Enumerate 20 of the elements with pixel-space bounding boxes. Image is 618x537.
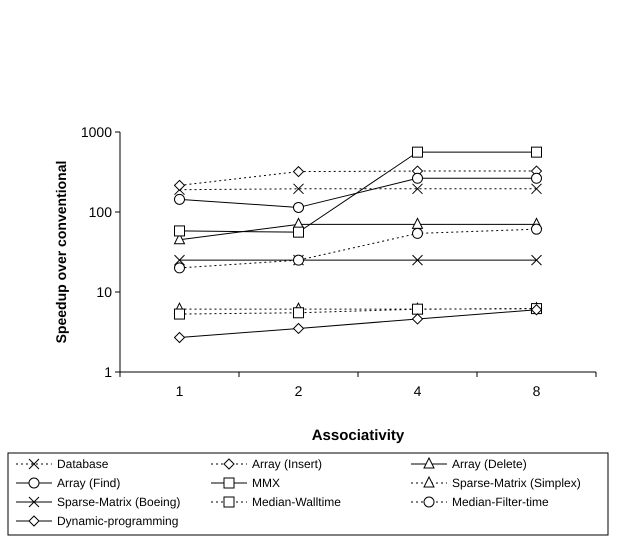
legend-label: Dynamic-programming — [57, 514, 178, 528]
legend-label: Array (Delete) — [452, 457, 527, 472]
x-tick-label: 1 — [176, 383, 184, 399]
legend-label: Array (Find) — [57, 476, 120, 490]
legend-label: Median-Walltime — [252, 495, 342, 510]
x-axis-title: Associativity — [312, 427, 405, 444]
y-tick-label: 10 — [96, 284, 112, 300]
y-tick-label: 1000 — [80, 124, 112, 140]
legend-label: Database — [57, 457, 109, 472]
legend-label: Array (Insert) — [252, 457, 322, 472]
legend-label: Median-Filter-time — [452, 495, 550, 510]
y-axis-title: Speedup over conventional — [53, 160, 69, 344]
legend-label: Sparse-Matrix (Simplex) — [452, 476, 581, 490]
x-tick-label: 8 — [532, 383, 541, 399]
y-tick-label: 100 — [88, 204, 112, 220]
legend-label: Sparse-Matrix (Boeing) — [57, 495, 180, 510]
legend-label: MMX — [252, 476, 280, 490]
x-tick-label: 4 — [414, 383, 422, 399]
x-tick-label: 2 — [294, 383, 303, 399]
y-tick-label: 1 — [104, 364, 112, 380]
